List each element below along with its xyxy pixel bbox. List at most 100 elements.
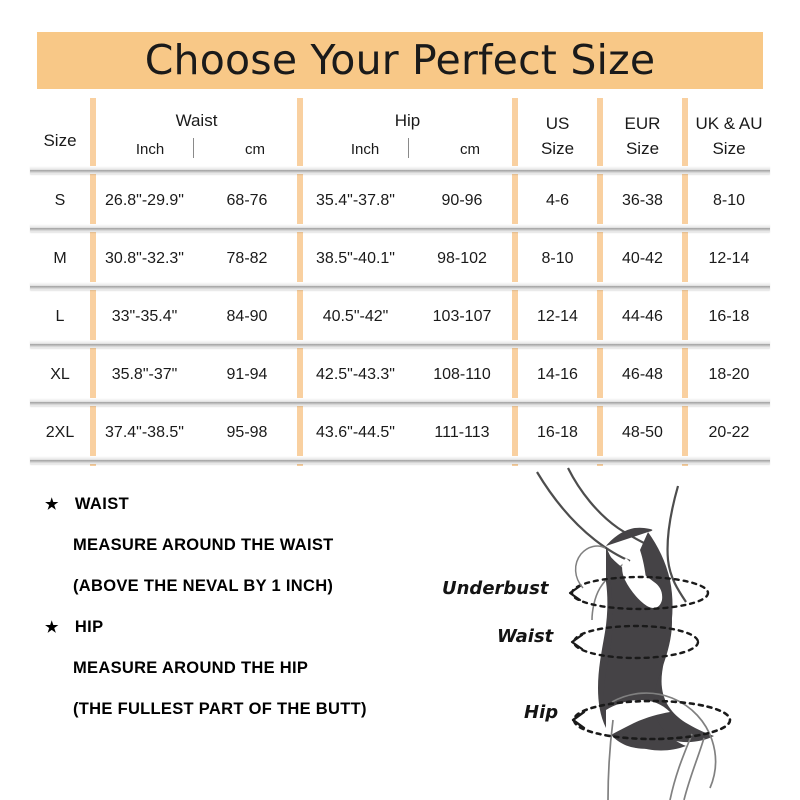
row-separator-4 (30, 398, 770, 406)
table-row: 40-42 (622, 250, 663, 267)
table-row: 46-48 (622, 366, 663, 383)
table-row: 43.6"-44.5" (316, 424, 395, 441)
table-row: 40.5"-42" (322, 308, 389, 325)
illustration-label-waist: Waist (497, 626, 554, 647)
table-row: 44-46 (622, 308, 663, 325)
note-hip-heading: HIP (74, 618, 104, 636)
hip-subcolumn-tick (408, 138, 409, 158)
table-row: 111-113 (434, 424, 490, 441)
bodysuit-leg-cut (606, 700, 670, 738)
table-row: XL (50, 366, 70, 383)
note-hip: ★ HIP MEASURE AROUND THE HIP (THE FULLES… (45, 618, 465, 719)
table-row: 35.8"-37" (111, 366, 178, 383)
leg-front-line (607, 719, 614, 800)
table-row: 90-96 (441, 192, 483, 209)
leg-back-line-1 (669, 733, 693, 800)
hip-contour-line (611, 692, 717, 789)
header-waist-cm: cm (245, 141, 265, 158)
waist-arrow-icon (570, 633, 584, 651)
table-row: 8-10 (541, 250, 574, 267)
table-row: 4-6 (545, 192, 570, 209)
table-row: M (53, 250, 67, 267)
underbust-measure-line (570, 575, 710, 611)
waist-subcolumn-tick (193, 138, 194, 158)
table-row: 16-18 (708, 308, 750, 325)
table-row: 26.8"-29.9" (105, 192, 184, 209)
table-row: 18-20 (708, 366, 750, 383)
size-table: Size Waist Inch cm Hip Inch cm US Size E… (30, 98, 770, 466)
header-hip-inch: Inch (350, 141, 380, 158)
table-row: 2XL (45, 424, 75, 441)
table-row: 108-110 (433, 366, 491, 383)
row-separator-header (30, 166, 770, 174)
header-waist-inch: Inch (135, 141, 165, 158)
bodysuit-armhole-cutout (622, 558, 663, 608)
header-ukau-size-line2: Size (712, 139, 746, 158)
table-row: 98-102 (437, 250, 487, 267)
table-row: 95-98 (226, 424, 268, 441)
measurement-notes: ★ WAIST MEASURE AROUND THE WAIST (ABOVE … (45, 495, 465, 741)
row-separator-1 (30, 224, 770, 232)
side-contour-line (574, 545, 606, 589)
arm-inner-line (567, 467, 649, 546)
body-measurement-illustration: Underbust Waist Hip (440, 462, 800, 800)
table-row: 14-16 (537, 366, 578, 383)
table-row: L (55, 308, 65, 325)
table-row: 30.8"-32.3" (105, 250, 184, 267)
leg-back-line-2 (683, 737, 705, 800)
table-row: 16-18 (537, 424, 578, 441)
table-row: 42.5"-43.3" (316, 366, 395, 383)
header-us-size-line1: US (545, 114, 570, 133)
row-separator-3 (30, 340, 770, 348)
note-waist-line1: MEASURE AROUND THE WAIST (73, 536, 334, 554)
table-row: 33"-35.4" (111, 308, 178, 325)
row-separator-2 (30, 282, 770, 290)
table-row: 36-38 (622, 192, 663, 209)
table-row: 103-107 (432, 308, 492, 325)
bodysuit-strap (606, 527, 653, 546)
table-row: 48-50 (622, 424, 663, 441)
hip-arrow-icon (571, 710, 586, 730)
table-row: 12-14 (708, 250, 750, 267)
note-waist: ★ WAIST MEASURE AROUND THE WAIST (ABOVE … (45, 495, 465, 596)
header-ukau-size-line1: UK & AU (695, 114, 763, 133)
star-icon: ★ (45, 619, 59, 636)
illustration-label-hip: Hip (524, 702, 559, 723)
table-row: 78-82 (226, 250, 268, 267)
table-row: 68-76 (226, 192, 268, 209)
header-us-size-line2: Size (540, 139, 575, 158)
table-row: 8-10 (712, 192, 746, 209)
waist-measure-line (572, 624, 700, 660)
body-figure-svg (536, 467, 732, 800)
header-size: Size (43, 131, 77, 150)
table-row: 12-14 (537, 308, 578, 325)
header-waist: Waist (175, 111, 218, 130)
table-row: 84-90 (226, 308, 268, 325)
note-waist-title: ★ WAIST (45, 495, 465, 514)
arm-outer-line (536, 471, 631, 563)
table-row: S (54, 192, 66, 209)
back-contour-line (666, 485, 687, 603)
illustration-label-underbust: Underbust (442, 578, 549, 599)
header-eur-size-line2: Size (625, 139, 660, 158)
header-hip-cm: cm (460, 141, 480, 158)
note-waist-line2: (ABOVE THE NEVAL BY 1 INCH) (73, 577, 334, 595)
note-hip-line2: (THE FULLEST PART OF THE BUTT) (73, 700, 367, 718)
table-row: 38.5"-40.1" (316, 250, 395, 267)
note-hip-line1: MEASURE AROUND THE HIP (73, 659, 309, 677)
page-title: Choose Your Perfect Size (144, 36, 656, 84)
underbust-arrow-icon (568, 584, 582, 602)
table-row: 35.4"-37.8" (316, 192, 395, 209)
row-separator-5 (30, 456, 770, 464)
header-hip: Hip (394, 111, 421, 130)
note-waist-heading: WAIST (74, 495, 130, 513)
star-icon: ★ (45, 496, 59, 513)
table-row: 20-22 (708, 424, 750, 441)
title-banner: Choose Your Perfect Size (37, 32, 763, 89)
table-row: 91-94 (226, 366, 268, 383)
note-hip-title: ★ HIP (45, 618, 465, 637)
header-eur-size-line1: EUR (624, 114, 661, 133)
table-row: 37.4"-38.5" (105, 424, 184, 441)
bodysuit-body (603, 554, 686, 751)
